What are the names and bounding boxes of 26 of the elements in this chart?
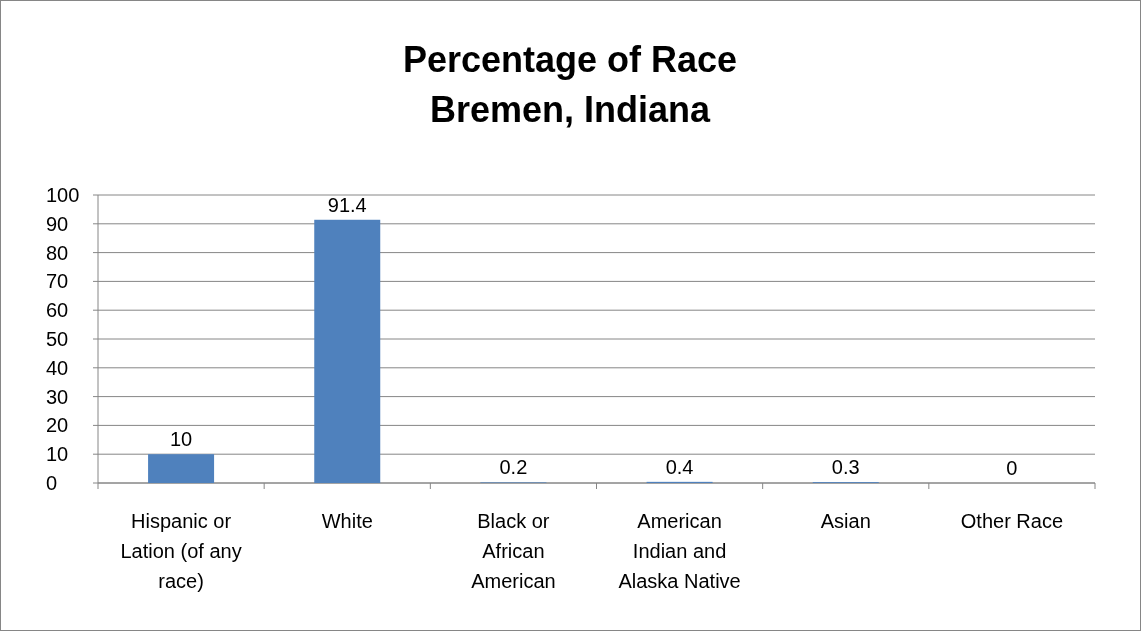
y-tick-label: 60: [46, 299, 69, 322]
x-tick-label: Asian: [820, 510, 871, 532]
x-tick-label: Black or African American: [471, 510, 556, 592]
data-label: 0.3: [831, 456, 860, 479]
y-tick-label: 10: [46, 443, 69, 466]
data-label: 10: [169, 428, 193, 451]
bar: [148, 454, 215, 483]
chart-title: Percentage of Race Bremen, Indiana: [402, 39, 738, 130]
data-label: 0: [1006, 457, 1018, 479]
x-tick-label: White: [321, 510, 373, 532]
bar: [314, 219, 381, 483]
data-label: 0.2: [499, 456, 528, 479]
y-tick-label: 90: [46, 212, 69, 235]
data-label: 0.4: [665, 455, 694, 478]
x-tick-label: American Indian and Alaska Native: [618, 510, 741, 592]
data-label: 91.4: [327, 193, 367, 216]
y-tick-label: 20: [46, 414, 69, 437]
y-tick-label: 80: [46, 241, 69, 264]
y-tick-label: 100: [46, 184, 80, 206]
x-tick-label: Hispanic or Lation (of any race): [120, 510, 242, 592]
y-tick-label: 50: [46, 328, 69, 350]
y-tick-label: 70: [46, 270, 69, 293]
y-tick-label: 0: [46, 472, 58, 494]
y-tick-label: 30: [46, 385, 69, 408]
y-tick-label: 40: [46, 356, 69, 379]
x-tick-label: Other Race: [960, 510, 1064, 532]
